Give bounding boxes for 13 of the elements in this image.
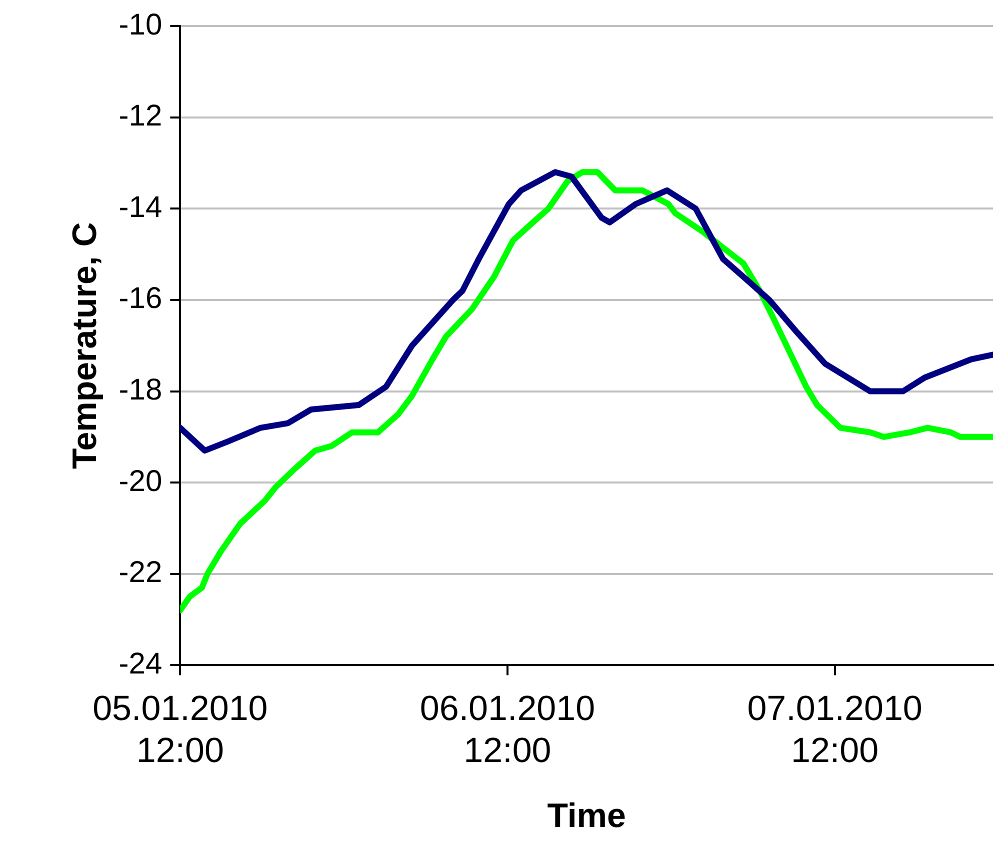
x-tick-label: 07.01.2010 12:00 xyxy=(747,688,922,770)
y-axis-title: Temperature, C xyxy=(66,222,104,470)
y-tick-label: -22 xyxy=(118,556,162,590)
y-tick-label: -16 xyxy=(118,282,162,316)
y-tick-label: -18 xyxy=(118,374,162,407)
x-tick-label: 06.01.2010 12:00 xyxy=(420,688,596,770)
y-tick-label: -10 xyxy=(118,8,162,42)
y-tick-label: -24 xyxy=(118,647,162,680)
y-tick-label: -14 xyxy=(118,190,162,224)
y-tick-label: -20 xyxy=(118,464,162,498)
x-tick-label: 05.01.2010 12:00 xyxy=(92,688,268,770)
y-tick-label: -12 xyxy=(118,100,162,133)
x-axis-title: Time xyxy=(547,796,626,835)
